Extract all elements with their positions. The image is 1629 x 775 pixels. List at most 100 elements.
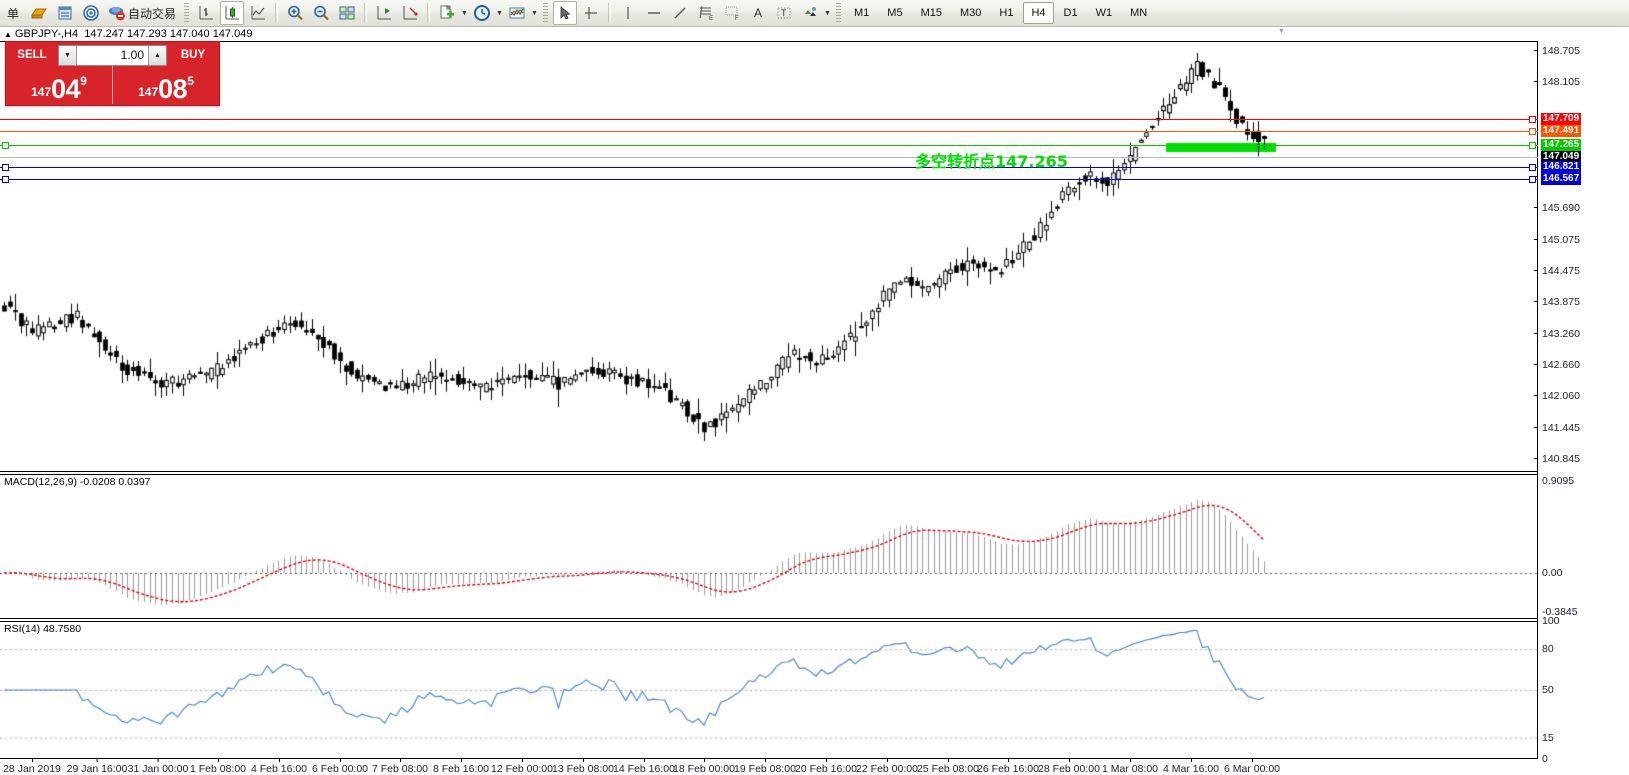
timeframe-mn[interactable]: MN: [1130, 7, 1148, 19]
channel-icon[interactable]: F: [720, 1, 744, 25]
rsi-label: RSI(14) 48.7580: [4, 623, 82, 635]
indicators-icon[interactable]: [505, 1, 529, 25]
price-tick: 148.105: [1534, 77, 1580, 88]
timeframe-m1[interactable]: M1: [854, 7, 870, 19]
level-price-label[interactable]: 146.567: [1541, 173, 1582, 185]
timeframe-d1[interactable]: D1: [1063, 7, 1078, 19]
level-line[interactable]: [0, 119, 1538, 120]
toolbar-grip-2[interactable]: [543, 2, 549, 24]
buy-price[interactable]: 147 08 5: [112, 66, 219, 104]
volume-increase-icon[interactable]: ▲: [148, 45, 166, 65]
level-handle-left[interactable]: [2, 176, 9, 183]
price-pane[interactable]: 多空转折点147.265: [0, 41, 1538, 472]
time-tick: 12 Feb 00:00: [491, 759, 553, 775]
zoom-in-icon[interactable]: [283, 1, 307, 25]
level-handle-left[interactable]: [2, 164, 9, 171]
chevron-down-icon-2[interactable]: ▼: [496, 9, 503, 17]
horizontal-line-icon[interactable]: [642, 1, 666, 25]
svg-text:E: E: [709, 16, 713, 22]
buy-button[interactable]: BUY: [170, 45, 216, 65]
rsi-tick: 50: [1542, 684, 1554, 696]
level-price-label[interactable]: 147.491: [1541, 125, 1582, 137]
autotrading-button[interactable]: 自动交易: [105, 1, 179, 25]
sell-price-prefix: 147: [31, 85, 52, 99]
rsi-canvas: [0, 622, 1538, 758]
svg-text:F: F: [735, 16, 739, 22]
toolbar-grip-3[interactable]: [836, 2, 842, 24]
timeframe-m30[interactable]: M30: [959, 7, 982, 19]
toolbar-grip-1[interactable]: [184, 2, 190, 24]
candlestick-chart-icon[interactable]: [220, 1, 245, 25]
auto-scroll-icon[interactable]: [398, 1, 422, 25]
gold-bar-icon[interactable]: [27, 1, 51, 25]
rsi-pane[interactable]: RSI(14) 48.7580: [0, 621, 1538, 759]
level-line[interactable]: [0, 131, 1538, 132]
shapes-icon[interactable]: [798, 1, 822, 25]
macd-pane[interactable]: MACD(12,26,9) -0.0208 0.0397: [0, 474, 1538, 619]
sell-button[interactable]: SELL: [9, 45, 55, 65]
chart-annotation-text[interactable]: 多空转折点147.265: [915, 152, 1068, 171]
trade-panel-prices-row: 147 04 9 147 08 5: [6, 66, 219, 104]
timeframe-m15[interactable]: M15: [920, 7, 942, 19]
collapse-triangle-icon[interactable]: ▲: [4, 30, 12, 39]
buy-price-main: 08: [158, 74, 188, 104]
level-price-label[interactable]: 147.265: [1541, 139, 1582, 151]
time-tick: 29 Jan 16:00: [67, 759, 127, 775]
time-tick: 28 Feb 00:00: [1038, 759, 1100, 775]
price-tick: 140.845: [1534, 454, 1580, 465]
clock-icon[interactable]: [470, 1, 494, 25]
level-handle-left[interactable]: [2, 142, 9, 149]
level-handle[interactable]: [1529, 128, 1536, 135]
new-order-button[interactable]: 单: [6, 6, 19, 21]
volume-input[interactable]: 1.00: [120, 48, 144, 62]
level-line[interactable]: [0, 179, 1538, 180]
fibonacci-icon[interactable]: E: [694, 1, 718, 25]
arrow-cursor-icon[interactable]: [553, 1, 578, 25]
level-handle[interactable]: [1529, 176, 1536, 183]
time-tick: 18 Feb 00:00: [673, 759, 735, 775]
level-price-label[interactable]: 147.709: [1541, 113, 1582, 125]
price-tick: 144.475: [1534, 266, 1580, 276]
timeframe-h1[interactable]: H1: [999, 7, 1014, 19]
timeframe-m5[interactable]: M5: [887, 7, 903, 19]
scroll-position-marker[interactable]: ▼: [1278, 28, 1285, 35]
level-line[interactable]: [0, 157, 1538, 158]
chevron-down-icon-4[interactable]: ▼: [824, 9, 831, 17]
new-chart-icon[interactable]: [435, 1, 459, 25]
line-chart-icon[interactable]: [246, 1, 270, 25]
level-handle[interactable]: [1529, 142, 1536, 149]
tile-windows-icon[interactable]: [335, 1, 359, 25]
radar-icon[interactable]: [79, 1, 103, 25]
chevron-down-icon[interactable]: ▼: [461, 9, 468, 17]
chart-shift-icon[interactable]: [372, 1, 396, 25]
volume-stepper[interactable]: ▼ 1.00 ▲: [58, 44, 167, 66]
text-label-icon[interactable]: T: [772, 1, 796, 25]
level-price-label[interactable]: 147.049: [1541, 151, 1582, 163]
bar-chart-icon[interactable]: [194, 1, 218, 25]
one-click-trading-panel[interactable]: SELL ▼ 1.00 ▲ BUY 147 04 9 147 08 5: [5, 41, 220, 106]
data-window-icon[interactable]: [53, 1, 77, 25]
price-tick: 145.075: [1534, 234, 1580, 245]
level-price-label[interactable]: 146.821: [1541, 161, 1582, 173]
buy-price-prefix: 147: [138, 85, 159, 99]
timeframe-w1[interactable]: W1: [1095, 7, 1113, 19]
chevron-down-icon-3[interactable]: ▼: [531, 9, 538, 17]
level-line[interactable]: [0, 167, 1538, 168]
level-handle[interactable]: [1529, 116, 1536, 123]
timeframe-h4[interactable]: H4: [1023, 2, 1054, 24]
crosshair-icon[interactable]: [579, 1, 603, 25]
trendline-icon[interactable]: [668, 1, 692, 25]
price-tick: 145.690: [1534, 202, 1580, 213]
zoom-out-icon[interactable]: [309, 1, 333, 25]
vertical-line-icon[interactable]: [616, 1, 640, 25]
sell-price[interactable]: 147 04 9: [6, 66, 112, 104]
buy-price-fraction: 5: [187, 74, 194, 88]
trade-panel-top-row: SELL ▼ 1.00 ▲ BUY: [6, 42, 219, 66]
time-tick: 22 Feb 00:00: [856, 759, 918, 775]
volume-decrease-icon[interactable]: ▼: [59, 45, 77, 65]
text-a-icon[interactable]: A: [754, 6, 763, 20]
time-axis[interactable]: 28 Jan 2019 29 Jan 16:00 31 Jan 00:00 1 Feb…: [0, 759, 1538, 775]
level-handle[interactable]: [1529, 164, 1536, 171]
level-line[interactable]: [0, 145, 1538, 146]
candlestick-canvas[interactable]: [0, 42, 1538, 471]
